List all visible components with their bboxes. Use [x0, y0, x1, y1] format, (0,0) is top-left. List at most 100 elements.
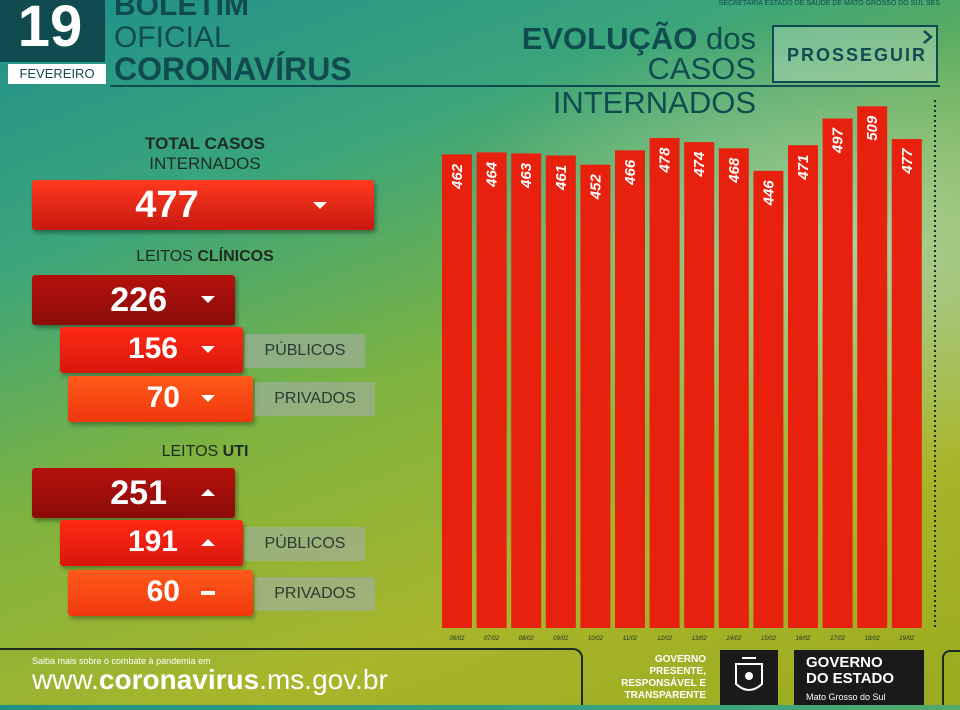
total-subtitle: INTERNADOS [149, 154, 261, 173]
trend-down-icon [201, 395, 215, 402]
date-tick-label: 18/02 [865, 636, 881, 642]
bar-value-label: 461 [553, 165, 570, 191]
uti-label-light: LEITOS [161, 443, 219, 460]
slogan-line2: PRESENTE, [649, 666, 706, 677]
clinicos-publicos-box: 156 [60, 327, 243, 373]
uti-publicos-label: PÚBLICOS [245, 527, 365, 561]
bar-16/02 [788, 145, 818, 628]
bar-08/02 [511, 153, 542, 629]
date-month: FEVEREIRO [8, 64, 106, 84]
state-crest-icon [720, 650, 778, 705]
uti-publicos-value: 191 [127, 525, 178, 558]
government-logo-box [794, 650, 924, 705]
date-tick-label: 12/02 [657, 636, 673, 642]
government-slogan: GOVERNO PRESENTE, RESPONSÁVEL E TRANSPAR… [600, 654, 706, 702]
total-title: TOTAL CASOS [145, 134, 265, 153]
trend-up-icon [201, 489, 215, 496]
chart-title-light: dos [706, 21, 756, 56]
date-tick-label: 14/02 [726, 636, 742, 642]
gov-name-line2: DO ESTADO [806, 670, 895, 687]
footer-caption: Saiba mais sobre o combate à pandemia em [32, 656, 211, 666]
date-day-box: 19 [0, 0, 105, 62]
bar-value-label: 471 [795, 155, 812, 181]
bar-value-label: 477 [899, 148, 916, 175]
slogan-line4: TRANSPARENTE [624, 690, 706, 701]
total-value: 477 [135, 184, 199, 226]
uti-label-bold: UTI [222, 443, 249, 460]
bar-value-label: 446 [760, 180, 777, 207]
clinicos-label-light: LEITOS [136, 248, 193, 265]
clinicos-publicos-label: PÚBLICOS [245, 334, 365, 368]
url-domain: coronavirus [98, 664, 260, 695]
uti-privados-value: 60 [146, 575, 180, 608]
url-prefix: www. [32, 664, 99, 695]
clinicos-privados-box: 70 [68, 376, 253, 422]
slogan-line1: GOVERNO [654, 654, 706, 665]
date-tick-label: 17/02 [830, 636, 846, 642]
trend-down-icon [201, 346, 215, 353]
government-name: GOVERNO DO ESTADO [806, 655, 894, 687]
date-tick-label: 08/02 [519, 636, 535, 642]
clinicos-total-box: 226 [32, 275, 235, 325]
date-tick-label: 13/02 [692, 636, 708, 642]
bar-value-label: 463 [518, 162, 535, 189]
total-value-box: 477 [32, 180, 374, 230]
uti-privados-box: 60 [68, 570, 253, 616]
bulletin-title-line3: CORONAVÍRUS [114, 51, 352, 87]
uti-publicos-box: 191 [60, 520, 243, 566]
bar-chart: 462 06/02 464 07/02 463 08/02 461 09/02 452 10/02… [442, 100, 936, 642]
uti-total-value: 251 [110, 474, 167, 512]
bar-12/02 [649, 138, 680, 629]
uti-label: LEITOS UTI [100, 443, 310, 461]
bar-11/02 [615, 150, 645, 628]
footer-url-link[interactable]: www.coronavirus.ms.gov.br [32, 664, 388, 696]
date-tick-label: 06/02 [449, 636, 465, 642]
clinicos-label: LEITOS CLÍNICOS [100, 248, 310, 266]
url-suffix: .ms.gov.br [259, 664, 388, 695]
clinicos-label-bold: CLÍNICOS [197, 248, 274, 265]
date-tick-label: 07/02 [484, 636, 500, 642]
clinicos-privados-value: 70 [146, 381, 180, 414]
header-divider [110, 85, 940, 87]
bulletin-title-line2: OFICIAL [114, 21, 231, 54]
chevron-right-icon [923, 30, 933, 44]
trend-equal-icon [201, 591, 215, 595]
clinicos-total-value: 226 [110, 281, 167, 319]
bar-19/02 [891, 139, 922, 628]
bar-07/02 [476, 152, 507, 628]
clinicos-privados-label: PRIVADOS [255, 382, 375, 416]
date-tick-label: 16/02 [795, 636, 811, 642]
date-day: 19 [17, 0, 83, 59]
bar-06/02 [442, 154, 472, 628]
bar-10/02 [580, 164, 611, 628]
bar-value-label: 462 [449, 163, 466, 190]
trend-down-icon [313, 202, 327, 209]
bulletin-title-line1: BOLETIM [114, 0, 249, 22]
bar-13/02 [684, 142, 715, 628]
bar-value-label: 478 [657, 147, 674, 174]
chart-title-line2: CASOS INTERNADOS [552, 51, 756, 120]
bar-value-label: 497 [830, 127, 847, 154]
bar-09/02 [545, 155, 576, 628]
chart-title-bold: EVOLUÇÃO [521, 21, 698, 56]
clinicos-publicos-value: 156 [127, 332, 178, 365]
footer-frame [0, 648, 583, 705]
slogan-line3: RESPONSÁVEL E [621, 678, 706, 689]
trend-up-icon [201, 539, 215, 546]
uti-privados-label: PRIVADOS [255, 577, 375, 611]
prosseguir-logo-text: PROSSEGUIR [786, 45, 928, 65]
date-tick-label: 11/02 [623, 636, 638, 642]
chart-title-line1: EVOLUÇÃO dos [440, 22, 756, 56]
government-state: Mato Grosso do Sul [806, 692, 886, 702]
date-tick-label: 10/02 [588, 636, 604, 642]
bar-value-label: 468 [726, 157, 743, 184]
gov-name-line1: GOVERNO [806, 654, 883, 671]
bar-value-label: 452 [587, 174, 604, 201]
bar-value-label: 466 [622, 159, 639, 186]
bar-14/02 [718, 148, 749, 629]
bar-value-label: 509 [864, 115, 881, 141]
bar-18/02 [857, 106, 888, 628]
prosseguir-logo: PROSSEGUIR [772, 25, 938, 83]
footer-right-frame [942, 650, 960, 705]
uti-total-box: 251 [32, 468, 235, 518]
